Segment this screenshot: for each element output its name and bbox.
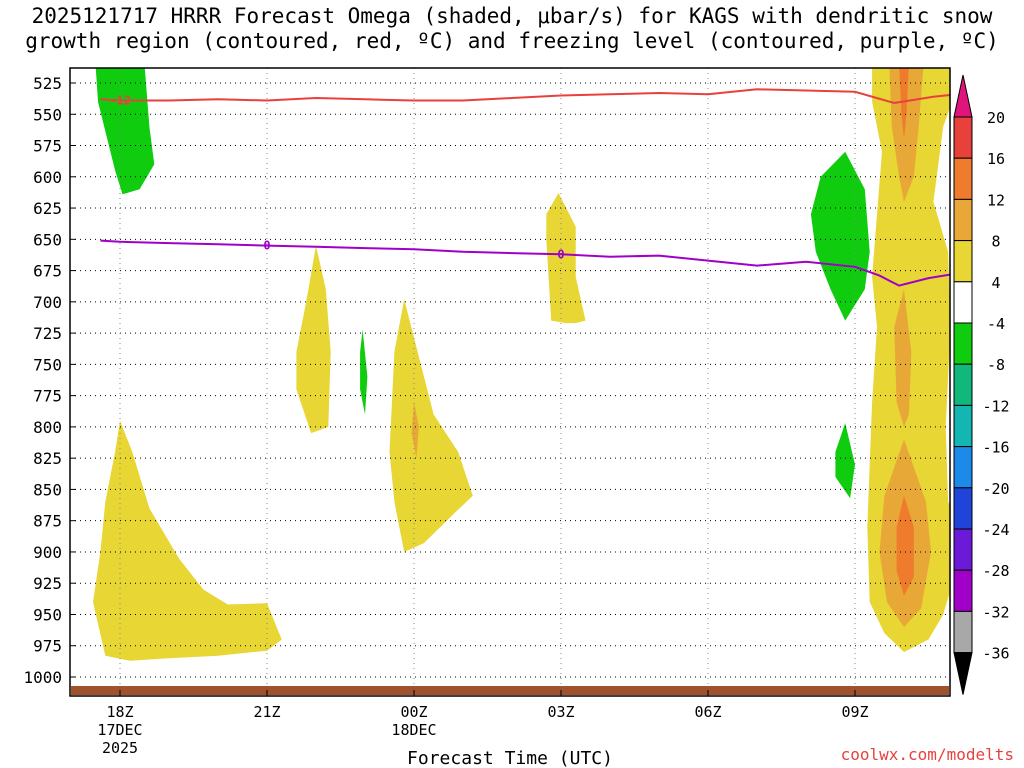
colorbar: 20 16 12 8 4 -4 -8 -12 -16 -20 -24 -28 -32 -36 <box>953 74 1010 695</box>
colorbar-swatch <box>953 322 973 365</box>
colorbar-label: -28 <box>982 562 1009 580</box>
x-tick-label: 06Z <box>694 703 721 721</box>
colorbar-swatch <box>953 446 973 489</box>
colorbar-label: -36 <box>982 645 1009 663</box>
shaded-regions <box>93 68 950 661</box>
credit-text: coolwx.com/modelts <box>840 745 1014 764</box>
y-tick-label: 700 <box>33 293 62 312</box>
region-green-0800-small <box>835 423 855 499</box>
region-yellow-2130 <box>296 245 331 434</box>
x-tick-date: 18DEC <box>391 721 436 739</box>
colorbar-swatch <box>953 281 973 324</box>
y-tick-label: 850 <box>33 480 62 499</box>
colorbar-swatch <box>953 363 973 406</box>
chart-title: 2025121717 HRRR Forecast Omega (shaded, … <box>0 4 1024 54</box>
colorbar-bottom-arrow <box>953 652 973 695</box>
x-tick-label: 03Z <box>547 703 574 721</box>
dgz-contour-label: -12 <box>109 94 131 108</box>
y-tick-label: 550 <box>33 105 62 124</box>
y-tick-label: 975 <box>33 637 62 656</box>
x-tick-label: 18Z <box>106 703 133 721</box>
y-tick-label: 875 <box>33 512 62 531</box>
colorbar-swatch <box>953 157 973 200</box>
freezing-contour-line <box>100 239 950 287</box>
region-orange-1000-mid <box>894 289 912 427</box>
region-dark-orange-top <box>899 68 909 140</box>
y-tick-label: 650 <box>33 230 62 249</box>
colorbar-swatch <box>953 240 973 283</box>
colorbar-label: -32 <box>982 603 1009 621</box>
colorbar-swatch <box>953 116 973 159</box>
colorbar-label: -8 <box>987 356 1005 374</box>
colorbar-swatch <box>953 528 973 571</box>
colorbar-swatch <box>953 404 973 448</box>
colorbar-label: -12 <box>982 397 1009 415</box>
y-tick-label: 525 <box>33 74 62 93</box>
ground-strip <box>71 686 949 695</box>
colorbar-label: -20 <box>982 480 1009 498</box>
colorbar-label: -24 <box>982 521 1009 539</box>
title-line-2: growth region (contoured, red, ºC) and f… <box>25 29 999 53</box>
colorbar-swatch <box>953 610 973 654</box>
region-yellow-0000 <box>389 299 473 552</box>
freezing-contour-label: 0 <box>557 247 564 261</box>
colorbar-top-arrow <box>953 74 973 118</box>
colorbar-label: -16 <box>982 439 1009 457</box>
x-axis-label: Forecast Time (UTC) <box>407 748 613 768</box>
colorbar-swatch <box>953 198 973 242</box>
colorbar-label: 8 <box>991 233 1000 251</box>
x-tick-year: 2025 <box>102 739 138 757</box>
colorbar-swatch <box>953 487 973 530</box>
y-tick-label: 750 <box>33 355 62 374</box>
y-tick-label: 725 <box>33 324 62 343</box>
y-tick-label: 925 <box>33 574 62 593</box>
colorbar-label: -4 <box>987 315 1005 333</box>
region-green-2250 <box>360 329 368 415</box>
y-tick-label: 775 <box>33 387 62 406</box>
plot-frame <box>69 67 951 697</box>
x-tick-label: 09Z <box>841 703 868 721</box>
dgz-contour-line <box>100 88 950 105</box>
region-yellow-bottom-left <box>93 420 282 661</box>
region-green-top-left <box>95 68 155 195</box>
colorbar-label: 16 <box>987 150 1005 168</box>
contour-lines: -12 0 0 <box>100 88 950 287</box>
y-tick-label: 900 <box>33 543 62 562</box>
y-tick-label: 600 <box>33 168 62 187</box>
freezing-contour-label: 0 <box>263 239 270 253</box>
x-tick-label: 00Z <box>400 703 427 721</box>
y-axis: 525 550 575 600 625 650 675 700 725 750 775 800 825 8… <box>23 74 76 687</box>
colorbar-label: 4 <box>991 274 1000 292</box>
y-tick-label: 950 <box>33 605 62 624</box>
grid-lines <box>70 68 950 696</box>
region-yellow-0300 <box>546 193 586 324</box>
y-tick-label: 675 <box>33 262 62 281</box>
x-tick-label: 21Z <box>253 703 280 721</box>
colorbar-label: 12 <box>987 191 1005 209</box>
x-tick-date: 17DEC <box>97 721 142 739</box>
colorbar-swatch <box>953 569 973 612</box>
y-tick-label: 1000 <box>23 668 62 687</box>
y-tick-label: 800 <box>33 418 62 437</box>
colorbar-label: 20 <box>987 109 1005 127</box>
y-tick-label: 625 <box>33 199 62 218</box>
y-tick-label: 825 <box>33 449 62 468</box>
title-line-1: 2025121717 HRRR Forecast Omega (shaded, … <box>31 4 993 28</box>
y-tick-label: 575 <box>33 137 62 156</box>
region-orange-0000 <box>411 401 419 459</box>
